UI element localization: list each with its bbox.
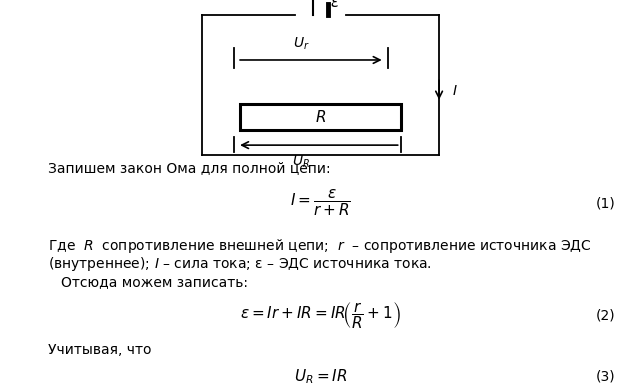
Text: $U_r$: $U_r$: [293, 36, 310, 52]
Text: (3): (3): [595, 369, 615, 383]
Text: Отсюда можем записать:: Отсюда можем записать:: [61, 275, 248, 289]
Text: Запишем закон Ома для полной цепи:: Запишем закон Ома для полной цепи:: [48, 161, 331, 175]
Text: $U_R$: $U_R$: [292, 154, 310, 170]
Text: $I = \dfrac{\varepsilon}{r + R}$: $I = \dfrac{\varepsilon}{r + R}$: [290, 188, 351, 218]
Text: $R$: $R$: [315, 109, 326, 125]
Text: Где  $R$  сопротивление внешней цепи;  $r$  – сопротивление источника ЭДС: Где $R$ сопротивление внешней цепи; $r$ …: [48, 237, 592, 255]
Text: (внутреннее); $I$ – сила тока; ε – ЭДС источника тока.: (внутреннее); $I$ – сила тока; ε – ЭДС и…: [48, 255, 432, 273]
Text: (2): (2): [595, 308, 615, 322]
Text: $U_R = IR$: $U_R = IR$: [294, 367, 347, 385]
Text: $\varepsilon = Ir + IR = IR\!\left(\dfrac{r}{R}+1\right)$: $\varepsilon = Ir + IR = IR\!\left(\dfra…: [240, 300, 401, 331]
Text: Учитывая, что: Учитывая, что: [48, 343, 151, 357]
Bar: [240, 104, 401, 130]
Text: $\varepsilon$: $\varepsilon$: [330, 0, 340, 10]
Text: (1): (1): [595, 196, 615, 210]
Text: $I$: $I$: [452, 84, 458, 98]
